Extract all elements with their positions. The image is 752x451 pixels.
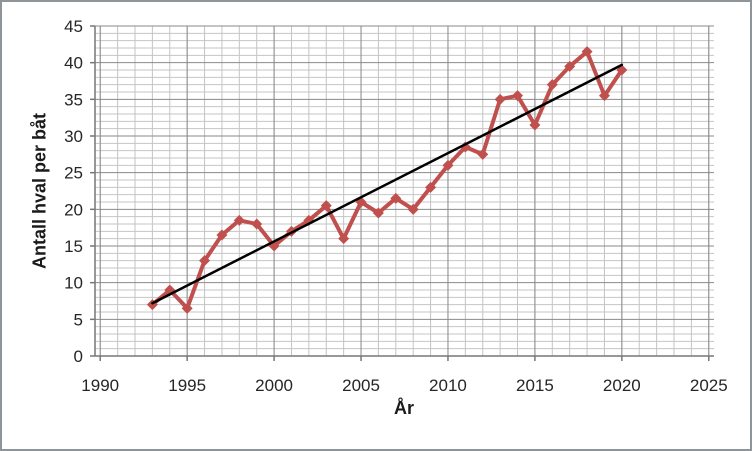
x-tick-label: 2025 [690,376,728,395]
data-point [372,207,384,219]
data-point [338,233,350,245]
x-tick-label: 2015 [516,376,554,395]
y-tick-label: 35 [64,90,83,109]
data-point [581,46,593,58]
major-gridlines [95,25,714,357]
y-tick-label: 0 [74,347,83,366]
data-point [390,192,402,204]
data-point [598,90,610,102]
data-point [546,79,558,91]
x-axis-title: År [393,398,415,418]
data-point [181,302,193,314]
data-point [494,93,506,105]
y-tick-label: 30 [64,127,83,146]
x-tick-label: 1990 [81,376,119,395]
y-tick-label: 40 [64,54,83,73]
x-tick-label: 2000 [255,376,293,395]
x-tick-label: 2010 [429,376,467,395]
axes [90,25,714,361]
y-tick-label: 45 [64,17,83,36]
data-point [512,90,524,102]
y-tick-label: 20 [64,200,83,219]
x-tick-label: 1995 [168,376,206,395]
x-tick-labels: 1990 1995 2000 2005 2010 2015 2020 2025 [81,376,727,395]
data-point [564,60,576,72]
y-tick-label: 5 [74,310,83,329]
x-tick-label: 2020 [603,376,641,395]
y-tick-labels: 0 5 10 15 20 25 30 35 40 45 [64,17,83,366]
x-tick-label: 2005 [342,376,380,395]
y-tick-label: 15 [64,237,83,256]
data-point [442,159,454,171]
data-point [251,218,263,230]
trendline [151,63,624,305]
y-tick-label: 25 [64,164,83,183]
data-point [407,203,419,215]
data-point [529,119,541,131]
data-point [477,148,489,160]
data-point [233,214,245,226]
data-point [216,229,228,241]
y-axis-title: Antall hval per båt [29,112,50,270]
data-point [425,181,437,193]
y-tick-label: 10 [64,274,83,293]
data-point [320,200,332,212]
